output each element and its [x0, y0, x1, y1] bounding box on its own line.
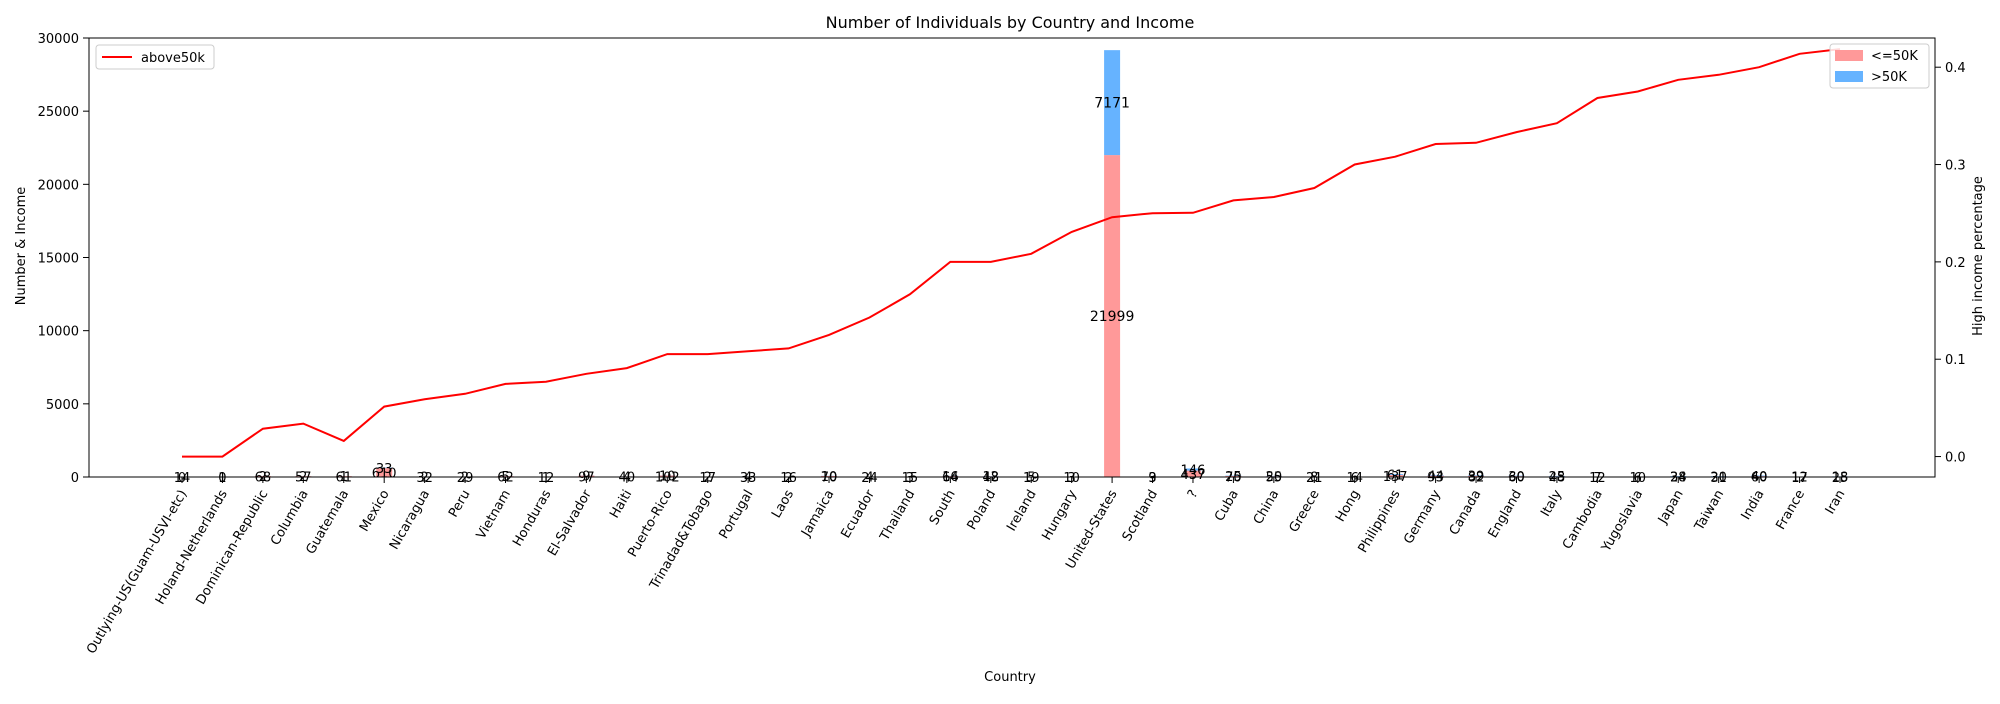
x-tick-label: Philippines [1356, 487, 1404, 555]
x-tick-label: Poland [965, 488, 1000, 533]
y-tick-label: 25000 [38, 105, 79, 120]
legends-layer: above50k <=50K >50K [96, 44, 1929, 88]
x-tick-label: Mexico [357, 487, 393, 534]
x-tick-label: Iran [1823, 488, 1849, 517]
y2-tick-label: 0.4 [1945, 61, 1966, 76]
x-tick-label: ? [1185, 488, 1201, 501]
y-tick-label: 5000 [46, 398, 79, 413]
y2-tick-label: 0.1 [1945, 353, 1966, 368]
legend-swatch-le50k [1835, 50, 1863, 61]
line-layer [182, 49, 1840, 457]
bars-layer [174, 50, 1848, 477]
value-label-gt50k: 33 [376, 462, 393, 477]
x-tick-label: Ireland [1004, 488, 1039, 534]
y-tick-label: 0 [71, 471, 79, 486]
y2-axis-title: High income percentage [1971, 176, 1986, 336]
x-tick-label: Yugoslavia [1599, 488, 1647, 556]
x-tick-label: Guatemala [303, 488, 352, 558]
x-tick-label: Thailand [877, 488, 918, 545]
axes-layer: 0 5000 10000 15000 20000 25000 30000 0.0 0.1 0.2 0… [38, 32, 1966, 657]
x-tick-label: China [1251, 488, 1283, 528]
chart-title: Number of Individuals by Country and Inc… [826, 13, 1195, 32]
value-label-gt50k: 146 [1181, 464, 1206, 479]
x-tick-label: Jamaica [798, 488, 837, 541]
x-tick-label: Nicaragua [387, 488, 433, 553]
x-tick-label: Taiwan [1692, 488, 1728, 535]
x-tick-label: Holand-Netherlands [153, 487, 231, 607]
value-label-le50k: 21999 [1090, 309, 1135, 325]
x-tick-label: Laos [769, 487, 797, 521]
y-axis-title: Number & Income [14, 187, 29, 305]
y-tick-label: 10000 [38, 325, 79, 340]
x-tick-label: Vietnam [474, 488, 514, 542]
x-tick-label: Cambodia [1560, 488, 1606, 552]
x-tick-label: Greece [1287, 488, 1323, 536]
value-label-gt50k: 7171 [1094, 96, 1130, 112]
y-tick-label: 15000 [38, 252, 79, 267]
x-tick-label: England [1486, 488, 1525, 541]
x-tick-label: France [1773, 488, 1808, 533]
y2-tick-label: 0.3 [1945, 159, 1966, 174]
x-tick-label: Haiti [607, 488, 635, 522]
x-tick-label: Portugal [717, 488, 757, 542]
x-tick-label: Italy [1538, 487, 1565, 519]
x-tick-label: Germany [1401, 487, 1444, 547]
x-tick-label: Japan [1655, 488, 1687, 528]
legend-label-le50k: <=50K [1871, 49, 1918, 64]
x-tick-label: Ecuador [838, 487, 878, 541]
y-tick-label: 20000 [38, 178, 79, 193]
x-tick-label: Hong [1333, 488, 1363, 525]
x-tick-label: Columbia [268, 488, 312, 549]
x-tick-label: Dominican-Republic [194, 488, 272, 608]
line-above50k [182, 49, 1840, 457]
x-tick-label: India [1739, 488, 1768, 523]
x-tick-label: Hungary [1039, 487, 1080, 543]
y2-tick-label: 0.2 [1945, 256, 1966, 271]
x-tick-label: Cuba [1212, 488, 1242, 525]
legend-label-above50k: above50k [141, 51, 205, 66]
x-tick-label: Peru [446, 488, 473, 521]
x-tick-label: Canada [1447, 488, 1485, 538]
x-tick-label: Scotland [1120, 488, 1161, 544]
y-tick-label: 30000 [38, 32, 79, 47]
x-tick-label: Honduras [510, 487, 554, 549]
x-axis-title: Country [984, 670, 1036, 685]
y2-tick-label: 0.0 [1945, 451, 1966, 466]
legend-swatch-gt50k [1835, 71, 1863, 82]
legend-label-gt50k: >50K [1871, 70, 1907, 85]
x-tick-label: South [927, 488, 959, 528]
